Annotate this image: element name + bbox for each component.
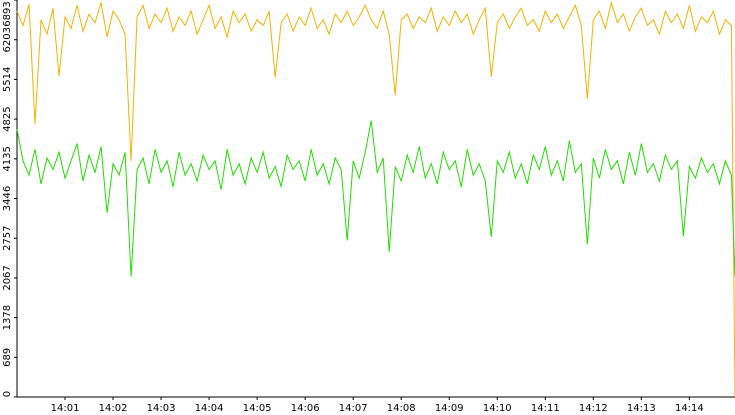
y-tick-label: 2067 xyxy=(2,265,13,290)
data-line xyxy=(16,0,735,398)
x-tick-label: 14:13 xyxy=(627,403,656,414)
y-tick-label: 689 xyxy=(2,348,13,367)
x-tick-label: 14:06 xyxy=(291,403,320,414)
x-tick-label: 14:09 xyxy=(435,403,464,414)
x-tick-label: 14:03 xyxy=(147,403,176,414)
x-tick-label: 14:05 xyxy=(243,403,272,414)
y-tick-label: 6203 xyxy=(2,27,13,52)
x-tick-label: 14:12 xyxy=(579,403,608,414)
y-tick-label: 0 xyxy=(2,391,13,397)
data-line xyxy=(16,120,735,277)
y-tick-label: 6893 xyxy=(2,1,13,26)
x-tick-label: 14:07 xyxy=(339,403,368,414)
x-tick-label: 14:08 xyxy=(387,403,416,414)
x-tick-label: 14:14 xyxy=(675,403,704,414)
y-tick-label: 1378 xyxy=(2,305,13,330)
y-tick-label: 4825 xyxy=(2,106,13,131)
y-tick-label: 3446 xyxy=(2,186,13,211)
y-tick-label: 5514 xyxy=(2,67,13,92)
x-tick-label: 14:10 xyxy=(483,403,512,414)
x-tick-label: 14:04 xyxy=(195,403,224,414)
y-tick-label: 2757 xyxy=(2,225,13,250)
x-tick-label: 14:01 xyxy=(51,403,80,414)
x-tick-label: 14:02 xyxy=(99,403,128,414)
x-tick-label: 14:11 xyxy=(531,403,560,414)
y-tick-label: 4135 xyxy=(2,146,13,171)
